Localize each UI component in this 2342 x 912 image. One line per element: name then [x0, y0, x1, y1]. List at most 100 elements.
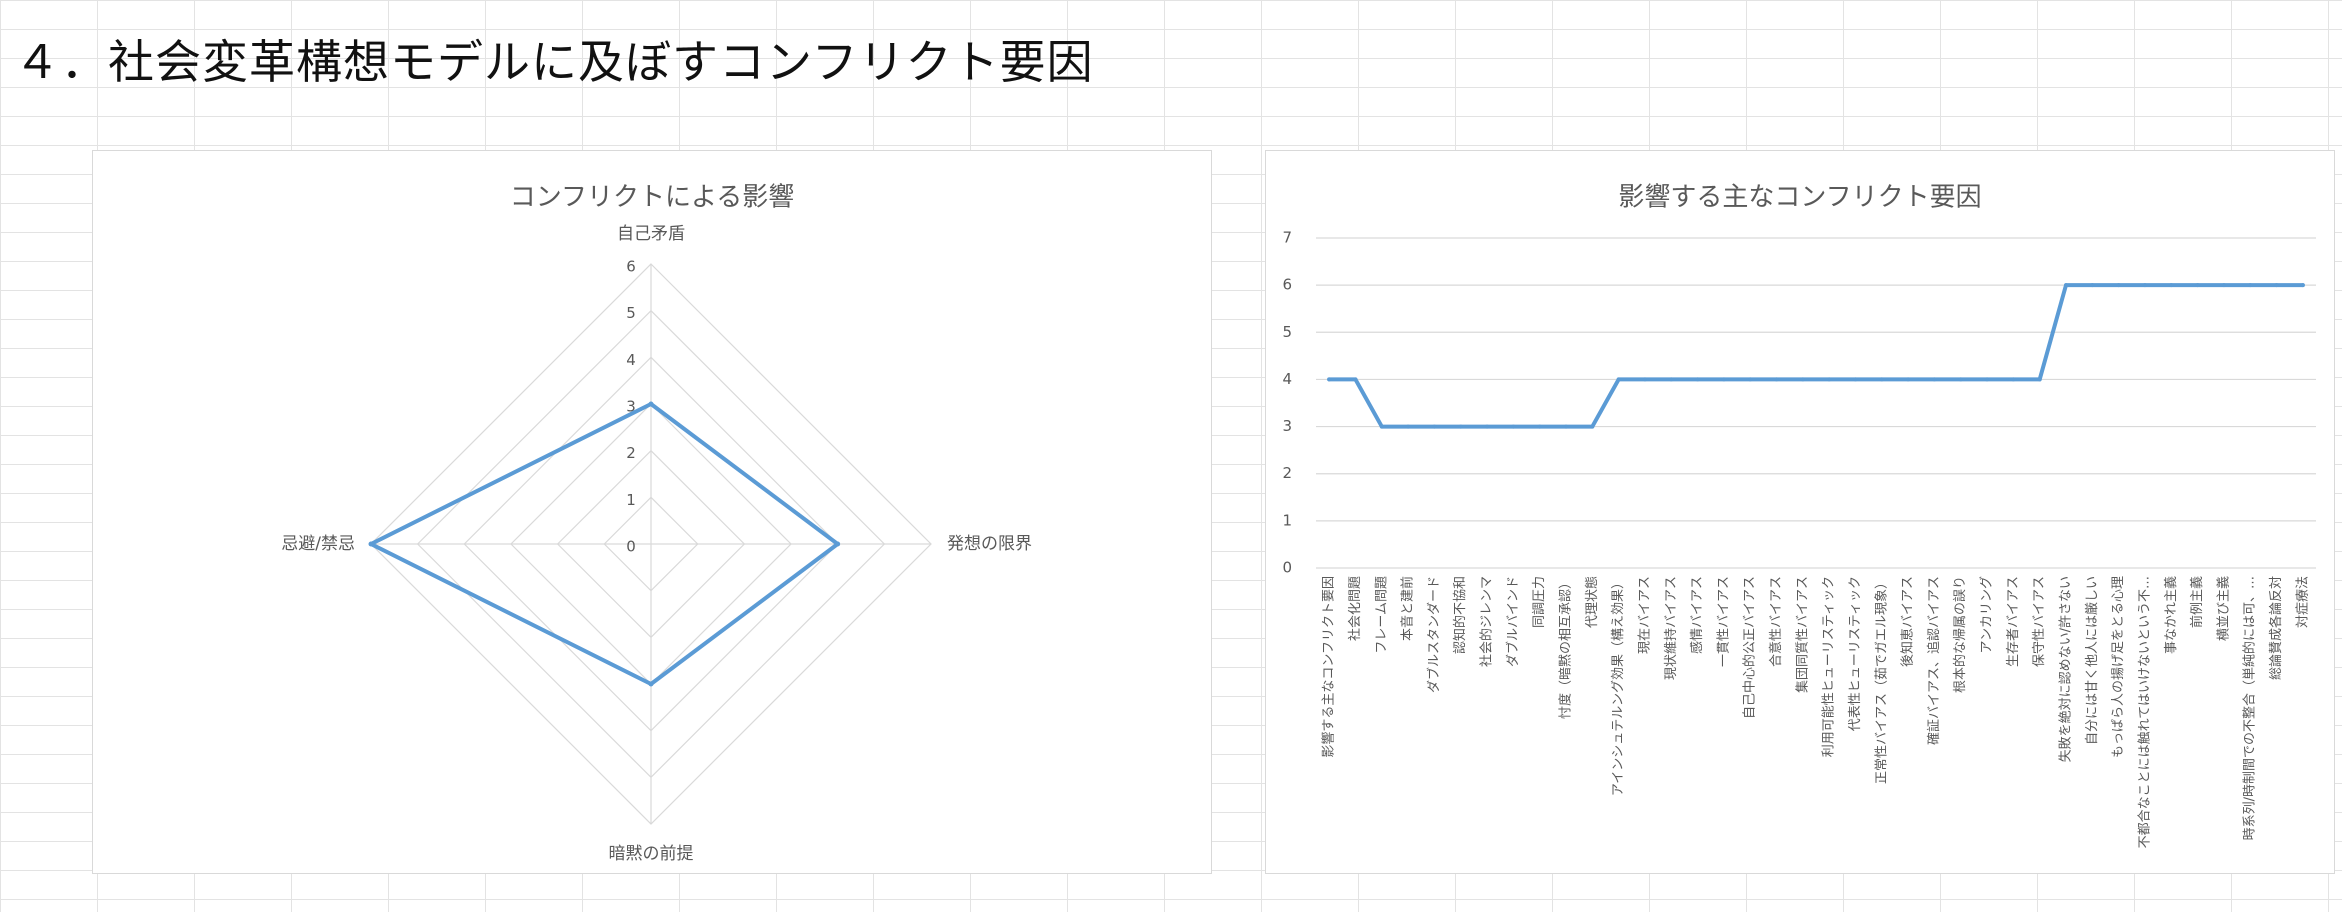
line-category-label: もっぱら人の揚げ足をとる心理: [2110, 576, 2126, 758]
line-category-label: 合意性バイアス: [1768, 576, 1784, 667]
page-title: ４．社会変革構想モデルに及ぼすコンフリクト要因: [14, 35, 1094, 89]
line-data-point: [1616, 377, 1621, 382]
line-data-point: [2037, 377, 2042, 382]
line-data-point: [1827, 377, 1832, 382]
line-data-point: [1695, 377, 1700, 382]
radar-tick-label: 4: [626, 351, 636, 369]
line-data-point: [1432, 424, 1437, 429]
line-category-label: 忖度（暗黙の相互承認）: [1558, 576, 1574, 719]
line-category-label: 同調圧力: [1532, 576, 1547, 628]
line-category-label: フレーム問題: [1374, 576, 1389, 654]
radar-axis-label: 発想の限界: [947, 534, 1032, 554]
line-y-tick-label: 7: [1282, 229, 1292, 247]
line-category-label: 現状維持バイアス: [1664, 576, 1679, 680]
line-series: [1327, 283, 2305, 429]
line-category-label: ダブルバインド: [1505, 576, 1521, 667]
line-data-point: [1590, 424, 1595, 429]
line-data-point: [1879, 377, 1884, 382]
line-category-label: 時系列/時制間での不整合（単純的には可、…: [2242, 576, 2258, 840]
line-category-label: ダブルスタンダード: [1426, 576, 1442, 693]
line-data-point: [1511, 424, 1516, 429]
line-data-point: [1958, 377, 1963, 382]
line-category-label: 代理状態: [1584, 576, 1600, 628]
line-data-point: [1721, 377, 1726, 382]
line-data-point: [1748, 377, 1753, 382]
line-data-point: [2195, 283, 2200, 288]
line-y-tick-label: 1: [1282, 511, 1292, 529]
line-data-point: [2169, 283, 2174, 288]
line-y-tick-label: 4: [1282, 370, 1292, 388]
radar-tick-label: 5: [626, 304, 636, 322]
line-category-label: 事なかれ主義: [2163, 576, 2179, 654]
radar-data-point: [835, 541, 841, 547]
line-category-label: 感情バイアス: [1689, 576, 1705, 654]
radar-axis-label: 自己矛盾: [617, 224, 685, 244]
line-data-point: [1985, 377, 1990, 382]
line-category-label: 自分には甘く他人には厳しい: [2085, 576, 2100, 745]
line-category-label: 失敗を絶対に認めない/許さない: [2058, 576, 2074, 762]
radar-tick-label: 1: [626, 491, 636, 509]
radar-chart-title: コンフリクトによる影響: [510, 183, 794, 213]
line-category-label: 代表性ヒューリスティック: [1848, 576, 1863, 731]
line-data-point: [1906, 377, 1911, 382]
line-data-point: [2221, 283, 2226, 288]
line-category-label: 前例主義: [2189, 576, 2205, 628]
line-category-label: 対症療法: [2295, 576, 2310, 628]
line-category-label: 総論賛成各論反対: [2268, 576, 2284, 680]
line-data-point: [1485, 424, 1490, 429]
line-category-label: 不都合なことには触れてはいけないという不…: [2137, 576, 2152, 848]
line-data-point: [1800, 377, 1805, 382]
line-data-point: [2300, 283, 2305, 288]
line-data-point: [2274, 283, 2279, 288]
line-category-label: 本音と建前: [1400, 576, 1416, 641]
line-category-label: 後知恵バイアス: [1900, 576, 1916, 667]
radar-tick-label: 0: [626, 538, 636, 556]
line-category-label: 影響する主なコンフリクト要因: [1321, 576, 1337, 758]
line-data-point: [2116, 283, 2121, 288]
line-category-label: アンカリング: [1980, 576, 1995, 653]
line-category-label: 社会化問題: [1347, 576, 1363, 641]
line-data-point: [1642, 377, 1647, 382]
line-data-point: [2011, 377, 2016, 382]
radar-data-point: [368, 541, 374, 547]
line-category-label: 保守性バイアス: [2032, 576, 2047, 667]
line-chart-title: 影響する主なコンフリクト要因: [1618, 183, 1981, 213]
line-y-tick-label: 5: [1282, 323, 1292, 341]
line-data-point: [1353, 377, 1358, 382]
line-data-point: [1669, 377, 1674, 382]
line-data-point: [1458, 424, 1463, 429]
line-category-label: 自己中心的公正バイアス: [1742, 576, 1758, 719]
line-y-tick-label: 0: [1282, 559, 1292, 577]
line-data-point: [1537, 424, 1542, 429]
line-data-point: [2142, 283, 2147, 288]
radar-data-point: [648, 681, 654, 687]
line-category-label: 根本的な帰属の誤り: [1952, 576, 1968, 693]
line-category-label: 利用可能性ヒューリスティック: [1822, 576, 1837, 757]
line-data-point: [1853, 377, 1858, 382]
line-category-label: 現在バイアス: [1637, 576, 1652, 654]
line-category-label: 正常性バイアス（茹でガエル現象）: [1874, 576, 1889, 784]
line-category-label: 確証バイアス、追認バイアス: [1926, 576, 1942, 745]
line-data-point: [2064, 283, 2068, 288]
line-data-point: [1379, 424, 1384, 429]
line-category-label: 一貫性バイアス: [1716, 576, 1731, 667]
line-data-point: [2248, 283, 2253, 288]
radar-tick-label: 3: [626, 398, 636, 416]
line-y-tick-label: 3: [1282, 417, 1292, 435]
line-data-point: [1564, 424, 1568, 429]
line-y-tick-label: 2: [1282, 464, 1292, 482]
line-data-point: [1932, 377, 1937, 382]
line-category-label: 認知的不協和: [1452, 576, 1468, 654]
line-data-point: [1327, 377, 1332, 382]
line-category-label: 生存者バイアス: [2006, 576, 2021, 667]
radar-axis-label: 暗黙の前提: [609, 844, 694, 864]
line-category-label: 社会的ジレンマ: [1479, 576, 1495, 667]
radar-tick-label: 2: [626, 444, 636, 462]
line-data-point: [1406, 424, 1411, 429]
radar-chart: コンフリクトによる影響 自己矛盾 発想の限界 暗黙の前提 忌避/禁忌 0 1 2 3 4 5 6: [92, 150, 1212, 874]
line-category-label: 集団同質性バイアス: [1794, 576, 1810, 693]
line-category-label: 横並び主義: [2215, 576, 2231, 641]
